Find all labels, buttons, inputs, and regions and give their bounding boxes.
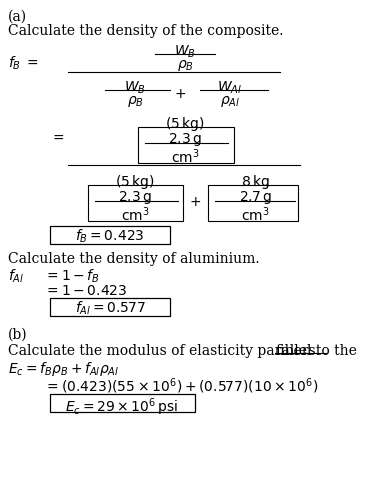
Text: $2.3\,\mathrm{g}$: $2.3\,\mathrm{g}$ xyxy=(168,131,202,148)
Text: $f_B = 0.423$: $f_B = 0.423$ xyxy=(75,228,145,245)
Text: $E_c = f_B\rho_B + f_{Al}\rho_{Al}$: $E_c = f_B\rho_B + f_{Al}\rho_{Al}$ xyxy=(8,360,119,378)
Text: Calculate the density of aluminium.: Calculate the density of aluminium. xyxy=(8,252,260,266)
Text: $=$: $=$ xyxy=(50,130,65,144)
Text: $2.7\,\mathrm{g}$: $2.7\,\mathrm{g}$ xyxy=(239,189,271,206)
Bar xyxy=(138,127,234,163)
Text: $=1-f_B$: $=1-f_B$ xyxy=(44,268,100,285)
Text: $\mathrm{cm}^3$: $\mathrm{cm}^3$ xyxy=(171,147,199,166)
Text: $\rho_{Al}$: $\rho_{Al}$ xyxy=(220,94,240,109)
Text: (a): (a) xyxy=(8,10,27,24)
Bar xyxy=(50,298,170,316)
Text: $\mathrm{cm}^3$: $\mathrm{cm}^3$ xyxy=(241,205,269,224)
Text: $\mathrm{cm}^3$: $\mathrm{cm}^3$ xyxy=(121,205,149,224)
Text: (b): (b) xyxy=(8,328,28,342)
Text: $8\,\mathrm{kg}$: $8\,\mathrm{kg}$ xyxy=(241,173,269,191)
Text: Calculate the modulus of elasticity parallel to the: Calculate the modulus of elasticity para… xyxy=(8,344,361,358)
Bar xyxy=(208,185,298,221)
Text: Calculate the density of the composite.: Calculate the density of the composite. xyxy=(8,24,284,38)
Text: $\rho_B$: $\rho_B$ xyxy=(127,94,144,109)
Text: $W_B$: $W_B$ xyxy=(124,80,146,96)
Text: fibers.: fibers. xyxy=(275,344,320,358)
Text: $(5\,\mathrm{kg})$: $(5\,\mathrm{kg})$ xyxy=(115,173,155,191)
Text: $W_B$: $W_B$ xyxy=(174,44,196,60)
Text: $+$: $+$ xyxy=(189,195,201,209)
Bar xyxy=(88,185,183,221)
Text: $(5\,\mathrm{kg})$: $(5\,\mathrm{kg})$ xyxy=(165,115,205,133)
Text: $2.3\,\mathrm{g}$: $2.3\,\mathrm{g}$ xyxy=(118,189,152,206)
Text: $\rho_B$: $\rho_B$ xyxy=(176,58,193,73)
Text: $W_{Al}$: $W_{Al}$ xyxy=(218,80,242,96)
Text: $=(0.423)(55\times10^6)+(0.577)(10\times10^6)$: $=(0.423)(55\times10^6)+(0.577)(10\times… xyxy=(44,376,319,396)
Text: $f_{Al}$: $f_{Al}$ xyxy=(8,268,24,285)
Text: $f_B\;=$: $f_B\;=$ xyxy=(8,54,38,72)
Bar xyxy=(50,394,195,412)
Bar xyxy=(50,226,170,244)
Text: $=1-0.423$: $=1-0.423$ xyxy=(44,284,127,298)
Text: $f_{Al}=0.577$: $f_{Al}=0.577$ xyxy=(75,300,146,318)
Text: $E_c = 29\times10^6\,\mathrm{psi}$: $E_c = 29\times10^6\,\mathrm{psi}$ xyxy=(65,396,179,418)
Text: $+$: $+$ xyxy=(174,87,186,101)
